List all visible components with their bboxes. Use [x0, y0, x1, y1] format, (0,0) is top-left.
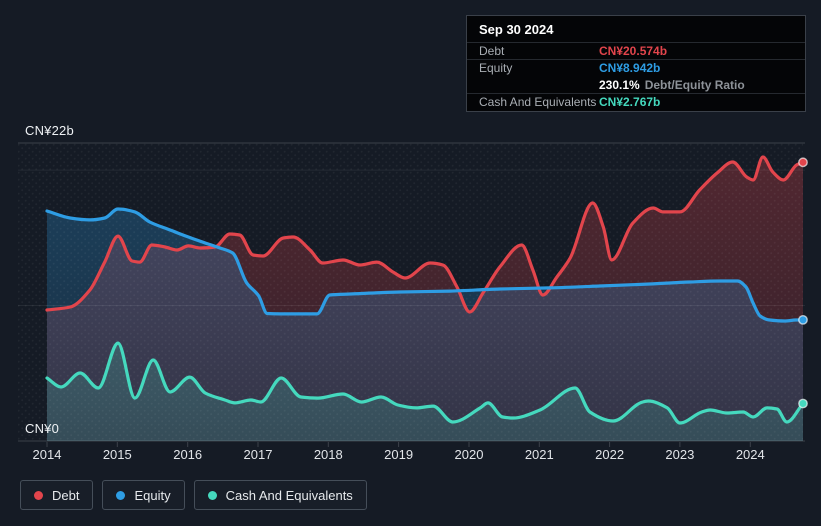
- x-axis-label-2023: 2023: [665, 447, 695, 462]
- x-axis-label-2024: 2024: [735, 447, 765, 462]
- tooltip-row-debt: Debt CN¥20.574b: [467, 43, 805, 60]
- equity-line: [45, 207, 805, 323]
- tooltip-row-ratio: 230.1% Debt/Equity Ratio: [467, 77, 805, 94]
- tooltip-row-equity: Equity CN¥8.942b: [467, 60, 805, 77]
- legend-label-equity: Equity: [134, 487, 171, 503]
- x-axis-label-2016: 2016: [173, 447, 203, 462]
- chart-legend: Debt Equity Cash And Equivalents: [20, 480, 367, 510]
- x-axis-label-2014: 2014: [32, 447, 62, 462]
- chart-tooltip: Sep 30 2024 Debt CN¥20.574b Equity CN¥8.…: [466, 15, 806, 112]
- x-axis-label-2015: 2015: [102, 447, 132, 462]
- legend-item-cash[interactable]: Cash And Equivalents: [193, 480, 367, 510]
- tooltip-debt-value: CN¥20.574b: [599, 43, 668, 58]
- tooltip-date: Sep 30 2024: [467, 16, 805, 43]
- tooltip-ratio-value: 230.1%: [599, 77, 640, 92]
- cash-and-equivalents-line: [45, 341, 805, 425]
- legend-label-debt: Debt: [52, 487, 80, 503]
- y-axis-zero-label: CN¥0: [25, 421, 60, 436]
- x-axis-label-2017: 2017: [243, 447, 273, 462]
- legend-label-cash: Cash And Equivalents: [225, 487, 353, 503]
- tooltip-debt-label: Debt: [479, 43, 505, 58]
- y-axis-max-label: CN¥22b: [25, 123, 74, 138]
- x-axis-label-2022: 2022: [595, 447, 625, 462]
- x-axis-label-2019: 2019: [384, 447, 414, 462]
- tooltip-cash-value: CN¥2.767b: [599, 95, 661, 109]
- debt-line: [45, 155, 805, 314]
- x-axis-label-2020: 2020: [454, 447, 484, 462]
- tooltip-equity-value: CN¥8.942b: [599, 61, 661, 75]
- equity-endpoint-dot: [798, 314, 808, 325]
- cash-series-dot-icon: [207, 490, 217, 500]
- tooltip-cash-label: Cash And Equivalents: [479, 95, 597, 109]
- legend-item-equity[interactable]: Equity: [102, 480, 185, 510]
- debt-series-dot-icon: [34, 490, 43, 500]
- debt-endpoint-dot: [798, 157, 808, 168]
- tooltip-equity-label: Equity: [479, 61, 513, 75]
- x-axis-label-2021: 2021: [524, 447, 554, 462]
- equity-series-dot-icon: [116, 490, 126, 500]
- x-axis-label-2018: 2018: [313, 447, 343, 462]
- tooltip-row-cash: Cash And Equivalents CN¥2.767b: [467, 94, 805, 111]
- cash-and-equivalents-endpoint-dot: [798, 398, 808, 409]
- legend-item-debt[interactable]: Debt: [20, 480, 94, 510]
- tooltip-ratio-label: Debt/Equity Ratio: [644, 77, 745, 92]
